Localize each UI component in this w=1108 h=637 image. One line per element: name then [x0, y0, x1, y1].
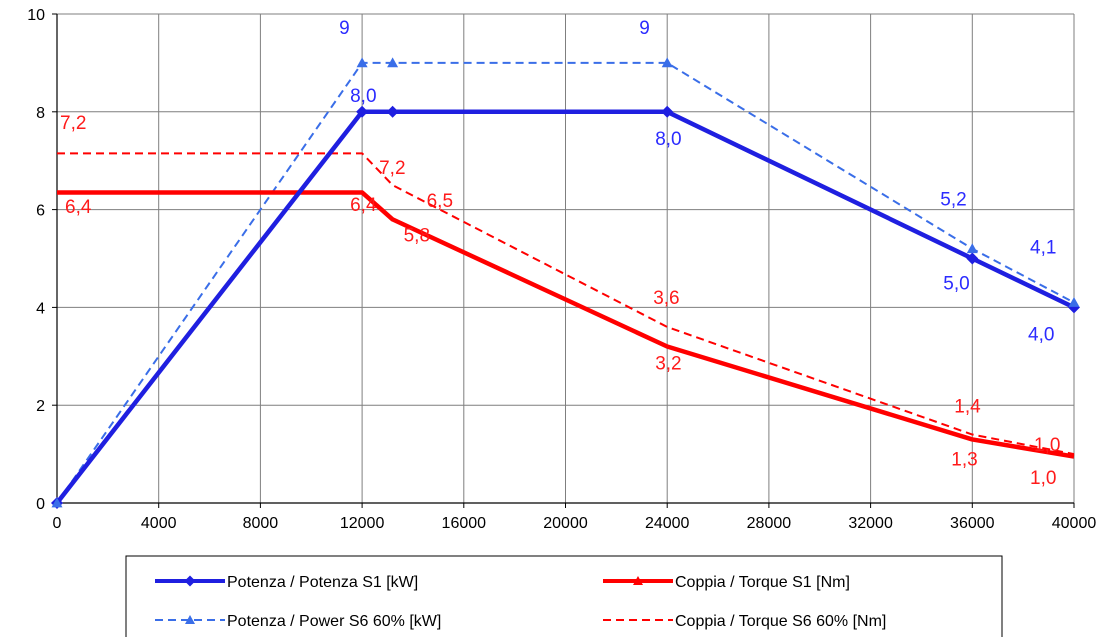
legend-entry: Potenza / Potenza S1 [kW] — [155, 574, 418, 591]
series-line-2 — [56, 61, 1075, 504]
series-marker-2 — [661, 57, 673, 68]
data-label: 8,0 — [350, 86, 376, 107]
data-label: 5,8 — [404, 225, 430, 246]
data-label: 7,2 — [60, 113, 86, 134]
x-tick-label: 12000 — [340, 515, 385, 532]
x-tick-label: 16000 — [442, 515, 487, 532]
data-label: 6,4 — [350, 195, 377, 216]
grid — [57, 13, 1075, 503]
legend-marker — [184, 575, 196, 587]
data-label: 3,2 — [655, 354, 681, 375]
data-label: 9 — [639, 18, 650, 39]
x-tick-label: 40000 — [1052, 515, 1097, 532]
legend-entry: Coppia / Torque S1 [Nm] — [603, 574, 850, 591]
y-tick-label: 6 — [36, 203, 45, 220]
legend-marker — [185, 615, 195, 624]
x-tick-label: 28000 — [747, 515, 792, 532]
legend-entry: Coppia / Torque S6 60% [Nm] — [603, 613, 886, 630]
series-line-1 — [57, 190, 1075, 459]
series-line-3 — [57, 152, 1075, 456]
legend-label: Coppia / Torque S6 60% [Nm] — [675, 613, 886, 630]
data-label: 5,2 — [940, 190, 966, 211]
legend: Potenza / Potenza S1 [kW] Coppia / Torque… — [125, 555, 1003, 637]
legend-label: Potenza / Potenza S1 [kW] — [227, 574, 418, 591]
legend-label: Potenza / Power S6 60% [kW] — [227, 613, 441, 630]
data-label: 1,0 — [1034, 435, 1060, 456]
data-label: 4,1 — [1030, 238, 1056, 259]
data-label: 8,0 — [655, 129, 681, 150]
series-marker-2 — [1068, 297, 1080, 307]
y-tick-label: 2 — [36, 398, 45, 415]
x-tick-label: 20000 — [543, 515, 588, 532]
series-marker-2 — [966, 243, 978, 254]
series-marker-2 — [387, 57, 399, 68]
data-label: 1,0 — [1030, 468, 1056, 489]
series-lines — [55, 61, 1075, 505]
x-tick-label: 8000 — [243, 515, 279, 532]
axes: 0 4000 8000 12000 16000 20000 24000 28000 32000 3… — [27, 7, 1096, 532]
data-label: 9 — [339, 18, 350, 39]
legend-box — [125, 555, 1003, 637]
x-tick-label: 32000 — [848, 515, 893, 532]
data-label: 6,4 — [65, 197, 92, 218]
x-tick-label: 4000 — [141, 515, 177, 532]
y-tick-label: 10 — [27, 7, 45, 24]
data-labels: 8,0 8,0 5,0 4,0 6,4 6,4 5,8 3,2 1,3 1,0 9 9 5,2 4,1 7,… — [60, 18, 1060, 489]
data-label: 1,4 — [954, 397, 981, 418]
y-tick-label: 8 — [36, 105, 45, 122]
x-tick-label: 24000 — [645, 515, 690, 532]
series-marker-0 — [386, 105, 399, 118]
legend-label: Coppia / Torque S1 [Nm] — [675, 574, 850, 591]
series-marker-0 — [356, 105, 369, 118]
data-label: 1,3 — [951, 449, 977, 470]
y-tick-label: 4 — [36, 300, 45, 317]
series-marker-0 — [966, 252, 979, 265]
data-label: 7,2 — [379, 158, 405, 179]
data-label: 4,0 — [1028, 324, 1054, 345]
x-tick-label: 36000 — [950, 515, 995, 532]
data-label: 3,6 — [653, 288, 679, 309]
series-markers — [51, 57, 1080, 509]
data-label: 6,5 — [427, 191, 453, 212]
series-marker-2 — [51, 497, 63, 508]
x-tick-label: 0 — [53, 515, 62, 532]
data-label: 5,0 — [943, 274, 969, 295]
legend-entry: Potenza / Power S6 60% [kW] — [155, 613, 441, 630]
y-tick-label: 0 — [36, 496, 45, 513]
series-marker-0 — [661, 105, 674, 118]
series-marker-2 — [356, 57, 368, 68]
legend-marker — [633, 576, 643, 585]
series-line-0 — [55, 109, 1075, 505]
